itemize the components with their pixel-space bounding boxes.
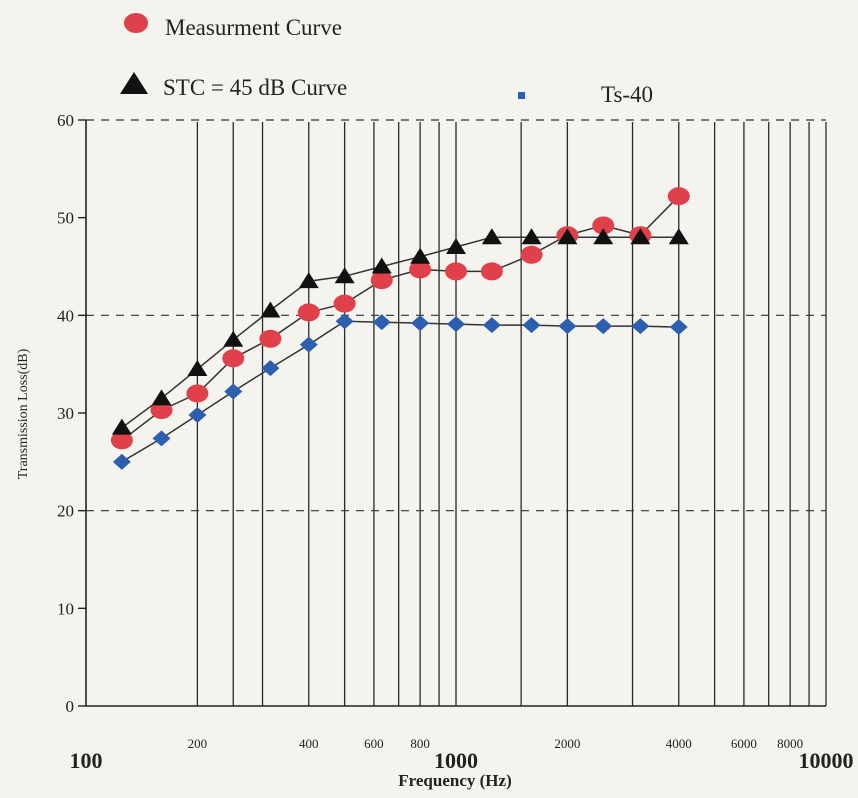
legend-marker-square (518, 92, 525, 99)
y-tick-label: 20 (57, 502, 74, 521)
y-axis-label: Transmission Loss(dB) (16, 348, 31, 479)
data-point-circle (186, 384, 209, 403)
data-point-diamond (224, 383, 243, 400)
legend-label: Ts-40 (601, 82, 653, 107)
data-point-diamond (522, 317, 541, 334)
y-tick-label: 0 (66, 697, 75, 716)
data-point-diamond (594, 318, 613, 335)
data-point-diamond (188, 406, 207, 423)
data-point-triangle (111, 418, 132, 435)
data-point-triangle (446, 237, 466, 254)
data-point-triangle (371, 257, 392, 274)
legend-marker-circle (124, 13, 148, 33)
data-point-circle (445, 262, 467, 281)
y-axis-ticks: 0 10 20 30 40 50 60 (57, 111, 86, 716)
data-point-circle (409, 260, 432, 279)
data-point-circle (297, 303, 320, 322)
series-markers (110, 187, 690, 470)
y-tick-label: 30 (57, 404, 74, 423)
x-tick-label: 400 (299, 736, 319, 751)
data-point-circle (110, 431, 133, 450)
data-point-triangle (668, 228, 689, 245)
data-point-diamond (447, 316, 465, 333)
data-point-diamond (372, 314, 391, 331)
x-tick-label: 8000 (777, 736, 803, 751)
data-point-circle (150, 401, 173, 420)
data-point-circle (592, 216, 615, 235)
x-tick-label: 1000 (434, 748, 478, 773)
data-point-diamond (261, 360, 280, 377)
data-point-triangle (630, 228, 651, 245)
data-point-triangle (298, 272, 319, 289)
data-point-diamond (482, 317, 501, 334)
x-tick-label: 2000 (554, 736, 580, 751)
legend-label: STC = 45 dB Curve (163, 75, 347, 100)
data-point-triangle (521, 228, 542, 245)
legend-label: Measurment Curve (165, 15, 342, 40)
data-point-triangle (187, 360, 208, 377)
data-point-diamond (411, 315, 430, 332)
data-point-diamond (299, 336, 318, 353)
x-tick-label: 100 (70, 748, 103, 773)
y-tick-label: 10 (57, 599, 74, 618)
data-point-triangle (593, 228, 614, 245)
data-point-triangle (151, 389, 172, 406)
data-point-triangle (557, 228, 578, 245)
data-point-circle (480, 262, 503, 281)
data-point-diamond (335, 313, 354, 330)
data-point-circle (333, 294, 356, 313)
data-point-circle (520, 245, 543, 264)
data-point-diamond (558, 318, 577, 335)
series-line (121, 195, 680, 441)
data-point-triangle (260, 301, 281, 318)
series-lines (121, 195, 680, 463)
series-line (121, 236, 679, 429)
x-tick-label: 6000 (731, 736, 757, 751)
data-point-triangle (223, 330, 244, 347)
legend-marker-triangle (120, 72, 148, 94)
data-point-circle (222, 349, 245, 368)
data-point-circle (667, 187, 690, 206)
data-point-triangle (334, 267, 355, 284)
data-point-diamond (112, 453, 131, 470)
data-point-triangle (481, 228, 502, 245)
legend: Measurment Curve STC = 45 dB Curve Ts-40 (120, 13, 653, 107)
series-line (121, 320, 679, 463)
x-tick-label: 800 (410, 736, 430, 751)
data-point-circle (259, 329, 282, 348)
data-point-diamond (152, 430, 171, 447)
x-tick-label: 4000 (666, 736, 692, 751)
x-axis-label: Frequency (Hz) (398, 771, 511, 790)
data-point-diamond (631, 318, 650, 335)
data-point-circle (370, 271, 393, 290)
x-tick-label: 200 (188, 736, 208, 751)
x-tick-label: 10000 (799, 748, 854, 773)
x-tick-label: 600 (364, 736, 384, 751)
y-tick-label: 50 (57, 209, 74, 228)
data-point-triangle (410, 247, 431, 264)
grid (86, 119, 827, 706)
y-tick-label: 60 (57, 111, 74, 130)
data-point-diamond (669, 319, 688, 336)
y-tick-label: 40 (57, 306, 74, 325)
